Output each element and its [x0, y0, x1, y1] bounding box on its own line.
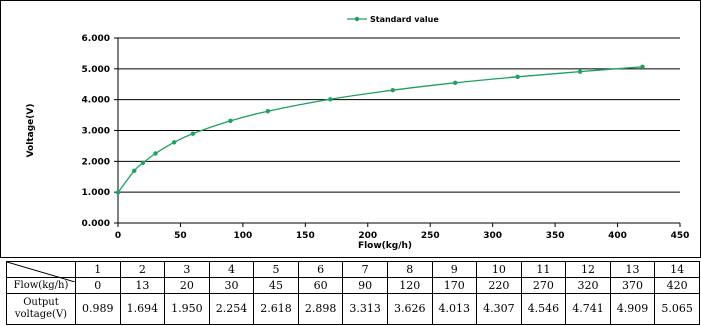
index-cell: 4	[208, 260, 255, 279]
x-tick-label: 150	[296, 231, 315, 241]
corner-diagonal	[7, 262, 75, 282]
voltage-cell: 2.618	[253, 293, 299, 325]
voltage-label-line1: Output	[23, 297, 59, 309]
x-tick-label: 250	[421, 231, 440, 241]
index-cell: 13	[609, 260, 656, 279]
table-corner-cell	[6, 260, 76, 282]
data-point	[172, 140, 177, 145]
flow-cell: 45	[253, 277, 299, 295]
index-cell: 2	[119, 260, 166, 279]
gridlines	[118, 37, 680, 193]
x-tick-label: 200	[358, 231, 377, 241]
x-tick-label: 50	[174, 231, 187, 241]
table-row-voltage: Output voltage(V) 0.989 1.694 1.950 2.254 2.…	[6, 293, 700, 325]
x-tick-label: 100	[233, 231, 252, 241]
index-cell: 8	[386, 260, 433, 279]
index-cell: 6	[297, 260, 344, 279]
voltage-cell: 3.626	[386, 293, 433, 325]
flow-cell: 13	[119, 277, 166, 295]
index-cell: 3	[164, 260, 210, 279]
index-cell: 12	[565, 260, 611, 279]
voltage-cell: 0.989	[75, 293, 121, 325]
y-tick-label: 1.000	[82, 188, 110, 198]
index-cell: 9	[431, 260, 478, 279]
index-cell: 7	[342, 260, 388, 279]
x-tick-label: 350	[546, 231, 565, 241]
flow-cell: 20	[164, 277, 210, 295]
data-point	[115, 190, 121, 195]
flow-cell: 420	[654, 277, 700, 295]
y-tick-label: 5.000	[82, 65, 110, 75]
data-point	[190, 131, 196, 136]
y-axis-title: Voltage(V)	[26, 104, 36, 158]
line-chart: 0.000 1.000 2.000 3.000 4.000 5.000 6.000 0 50 10…	[0, 0, 701, 258]
chart-border	[0, 0, 701, 258]
voltage-cell: 4.307	[476, 293, 522, 325]
x-axis-title: Flow(kg/h)	[358, 241, 412, 251]
table-row-flow: Flow(kg/h) 0 13 20 30 45 60 90 120 170 220 270 320 3…	[6, 277, 700, 295]
flow-cell: 60	[297, 277, 344, 295]
voltage-cell: 1.694	[119, 293, 166, 325]
index-cell: 11	[520, 260, 567, 279]
x-tick-label: 0	[115, 231, 121, 241]
data-point	[132, 168, 137, 173]
voltage-cell: 1.950	[164, 293, 210, 325]
flow-cell: 0	[75, 277, 121, 295]
flow-cell: 30	[208, 277, 255, 295]
flow-row-label: Flow(kg/h)	[6, 277, 76, 295]
index-cell: 5	[253, 260, 299, 279]
legend: Standard value	[347, 15, 439, 24]
flow-cell: 170	[431, 277, 478, 295]
x-tick-label: 400	[608, 231, 627, 241]
x-tick-label: 300	[483, 231, 502, 241]
y-tick-label: 3.000	[82, 127, 110, 137]
series-layer	[115, 64, 645, 195]
flow-cell: 120	[386, 277, 433, 295]
y-tick-label: 2.000	[82, 157, 110, 167]
legend-marker-standard-value	[354, 16, 360, 22]
voltage-cell: 4.741	[565, 293, 611, 325]
voltage-row-label: Output voltage(V)	[6, 293, 76, 325]
y-tick-label: 6.000	[82, 34, 110, 44]
flow-cell: 320	[565, 277, 611, 295]
data-point	[153, 151, 158, 156]
index-cell: 14	[654, 260, 700, 279]
x-tick-label: 450	[671, 231, 690, 241]
data-point	[328, 97, 333, 102]
y-tick-label: 0.000	[82, 219, 110, 229]
data-point	[453, 80, 458, 86]
flow-cell: 90	[342, 277, 388, 295]
data-point	[140, 160, 146, 166]
flow-cell: 370	[609, 277, 656, 295]
y-tick-label: 4.000	[82, 96, 110, 106]
index-cell: 10	[476, 260, 522, 279]
voltage-cell: 2.898	[297, 293, 344, 325]
voltage-cell: 5.065	[654, 293, 700, 325]
table-row-index: 1 2 3 4 5 6 7 8 9 10 11 12 13 14	[6, 260, 700, 282]
data-point	[640, 64, 645, 70]
voltage-cell: 4.909	[609, 293, 656, 325]
voltage-label-line2: voltage(V)	[14, 309, 68, 321]
tick-labels: 0.000 1.000 2.000 3.000 4.000 5.000 6.000 0 50 10…	[82, 34, 690, 241]
flow-cell: 220	[476, 277, 522, 295]
data-table: 1 2 3 4 5 6 7 8 9 10 11 12 13 14 Flow(kg/h) 0 13 20 30 45…	[6, 260, 700, 325]
index-cell: 1	[75, 260, 121, 279]
flow-cell: 270	[520, 277, 567, 295]
voltage-cell: 4.013	[431, 293, 478, 325]
voltage-cell: 2.254	[208, 293, 255, 325]
data-point	[228, 118, 233, 124]
data-point	[390, 88, 395, 93]
legend-label-standard-value: Standard value	[370, 15, 439, 24]
data-point	[577, 69, 583, 74]
voltage-cell: 4.546	[520, 293, 567, 325]
data-point	[265, 108, 271, 114]
data-point	[515, 74, 520, 80]
voltage-cell: 3.313	[342, 293, 388, 325]
